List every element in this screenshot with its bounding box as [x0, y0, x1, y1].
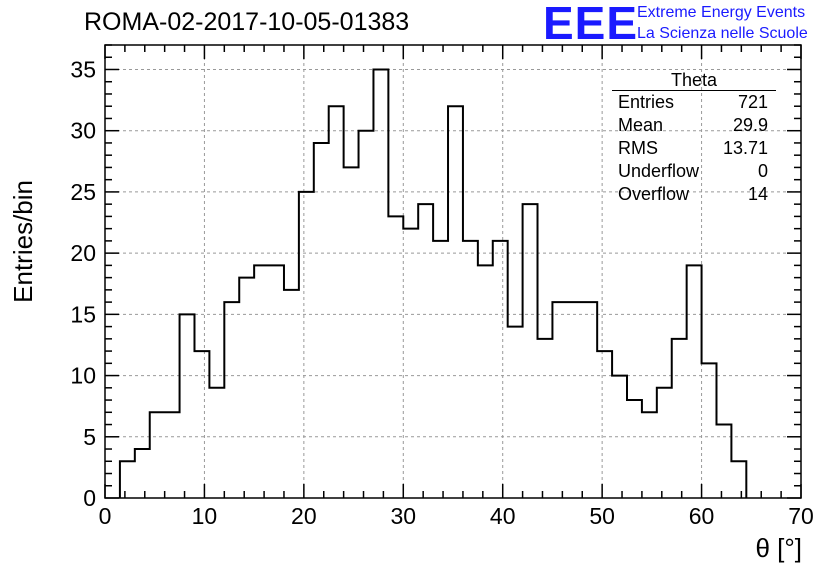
histogram-bin [552, 302, 567, 498]
stats-label: Entries [618, 92, 675, 112]
y-tick-label: 30 [70, 118, 96, 144]
y-axis-label: Entries/bin [8, 180, 38, 303]
histogram-line [118, 68, 748, 498]
histogram-bin [329, 106, 344, 498]
histogram-bin [702, 363, 717, 498]
histogram-bin [194, 351, 209, 498]
histogram-bin [597, 351, 612, 498]
histogram-bin [672, 339, 687, 498]
eee-logo: EEE [543, 0, 639, 49]
histogram-bin [284, 290, 299, 498]
histogram-bin [478, 265, 493, 498]
y-tick-label: 35 [70, 56, 96, 82]
brand-line-1: Extreme Energy Events [637, 4, 806, 21]
x-tick-label: 10 [192, 503, 218, 529]
y-axis-ticks: 0 5 10 15 20 25 30 35 [70, 44, 801, 511]
y-tick-label: 5 [83, 424, 96, 450]
x-tick-label: 30 [390, 503, 416, 529]
histogram-bin [567, 302, 582, 498]
x-tick-label: 60 [689, 503, 715, 529]
x-tick-label: 0 [99, 503, 112, 529]
histogram-bin [180, 314, 195, 498]
y-tick-label: 15 [70, 301, 96, 327]
histogram-bin [359, 131, 374, 498]
histogram-bin [135, 449, 150, 498]
histogram-bin [299, 192, 314, 498]
histogram-bin [150, 412, 165, 498]
histogram-bin [254, 265, 269, 498]
x-axis-ticks: 0 10 20 30 40 50 60 70 [99, 45, 814, 529]
histogram-bin [493, 241, 508, 498]
stats-row-underflow: Underflow 0 [608, 160, 778, 183]
stats-label: Mean [618, 115, 664, 135]
y-tick-label: 10 [70, 363, 96, 389]
histogram-bin [716, 425, 731, 498]
brand-line-2: La Scienza nelle Scuole [637, 25, 808, 42]
histogram-bin [627, 400, 642, 498]
stats-label: RMS [618, 138, 658, 158]
histogram-bin [508, 327, 523, 498]
stats-row-overflow: Overflow 14 [608, 183, 778, 206]
histogram-bin [657, 388, 672, 498]
histogram-bin [687, 265, 702, 498]
grid-lines [105, 45, 801, 498]
histogram-bin [642, 412, 657, 498]
stats-title: Theta [612, 70, 776, 91]
chart-title: ROMA-02-2017-10-05-01383 [84, 8, 410, 36]
histogram-bin [448, 106, 463, 498]
stats-value: 0 [757, 161, 768, 181]
histogram-bin [612, 376, 627, 498]
x-axis-label: θ [°] [755, 533, 802, 563]
histogram-bin [165, 412, 180, 498]
histogram-bin [523, 204, 538, 498]
stats-value: 13.71 [722, 138, 768, 158]
histogram-bin [269, 265, 284, 498]
stats-value: 721 [737, 92, 768, 112]
histogram-bin [388, 216, 403, 498]
histogram-bin [209, 388, 224, 498]
histogram-bin [239, 278, 254, 498]
histogram-bin [418, 204, 433, 498]
histogram-bin [224, 302, 239, 498]
histogram-bin [403, 229, 418, 498]
histogram-bin [538, 339, 553, 498]
histogram-bin [120, 461, 135, 498]
y-tick-label: 0 [83, 485, 96, 511]
x-tick-label: 50 [589, 503, 615, 529]
histogram-bin [731, 461, 746, 498]
stats-box: Theta Entries 721 Mean 29.9 RMS 13.71 Un… [608, 70, 778, 206]
stats-value: 14 [747, 184, 768, 204]
stats-row-mean: Mean 29.9 [608, 114, 778, 137]
stats-row-entries: Entries 721 [608, 91, 778, 114]
stats-row-rms: RMS 13.71 [608, 137, 778, 160]
stats-label: Underflow [618, 161, 700, 181]
stats-value: 29.9 [732, 115, 768, 135]
x-tick-label: 20 [291, 503, 317, 529]
histogram-bin [373, 69, 388, 498]
histogram-bin [344, 167, 359, 498]
histogram-bin [433, 241, 448, 498]
x-tick-label: 40 [490, 503, 516, 529]
histogram-bin [582, 302, 597, 498]
plot-frame [104, 44, 802, 499]
histogram-bin [463, 241, 478, 498]
y-tick-label: 20 [70, 240, 96, 266]
histogram-bin [314, 143, 329, 498]
histogram-series [118, 68, 748, 498]
stats-label: Overflow [618, 184, 690, 204]
y-tick-label: 25 [70, 179, 96, 205]
x-tick-label: 70 [788, 503, 814, 529]
